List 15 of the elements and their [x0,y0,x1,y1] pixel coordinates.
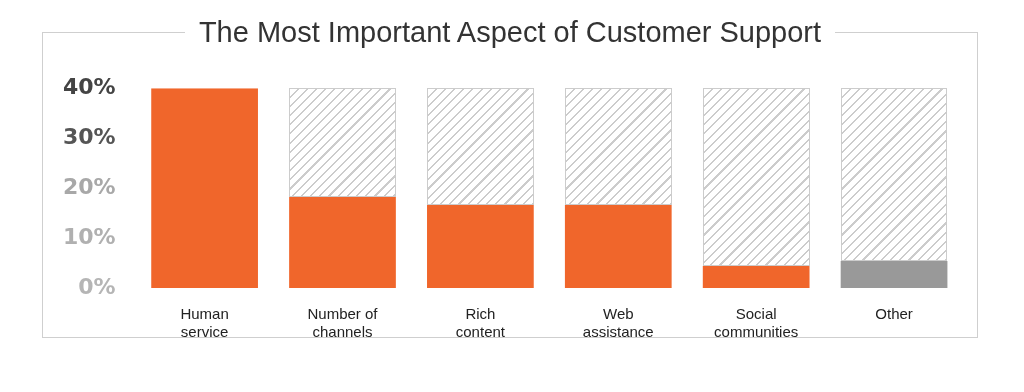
x-tick-label: Number of channels [307,305,379,341]
bar [840,261,948,288]
x-tick-label: Web assistance [582,305,654,341]
x-tick-label: Social communities [714,305,799,341]
bar [151,88,258,288]
x-tick-label: Other [875,305,913,323]
x-tick-label: Human service [180,305,229,341]
bar [702,266,810,288]
y-tick-label: 10% [62,223,116,249]
y-tick-label: 0% [78,273,116,299]
chart-title: The Most Important Aspect of Customer Support [197,16,823,49]
y-tick-label: 20% [62,173,116,199]
x-tick-label: Rich content [455,305,506,341]
y-tick-label: 40% [62,73,116,99]
y-tick-label: 30% [62,123,116,149]
